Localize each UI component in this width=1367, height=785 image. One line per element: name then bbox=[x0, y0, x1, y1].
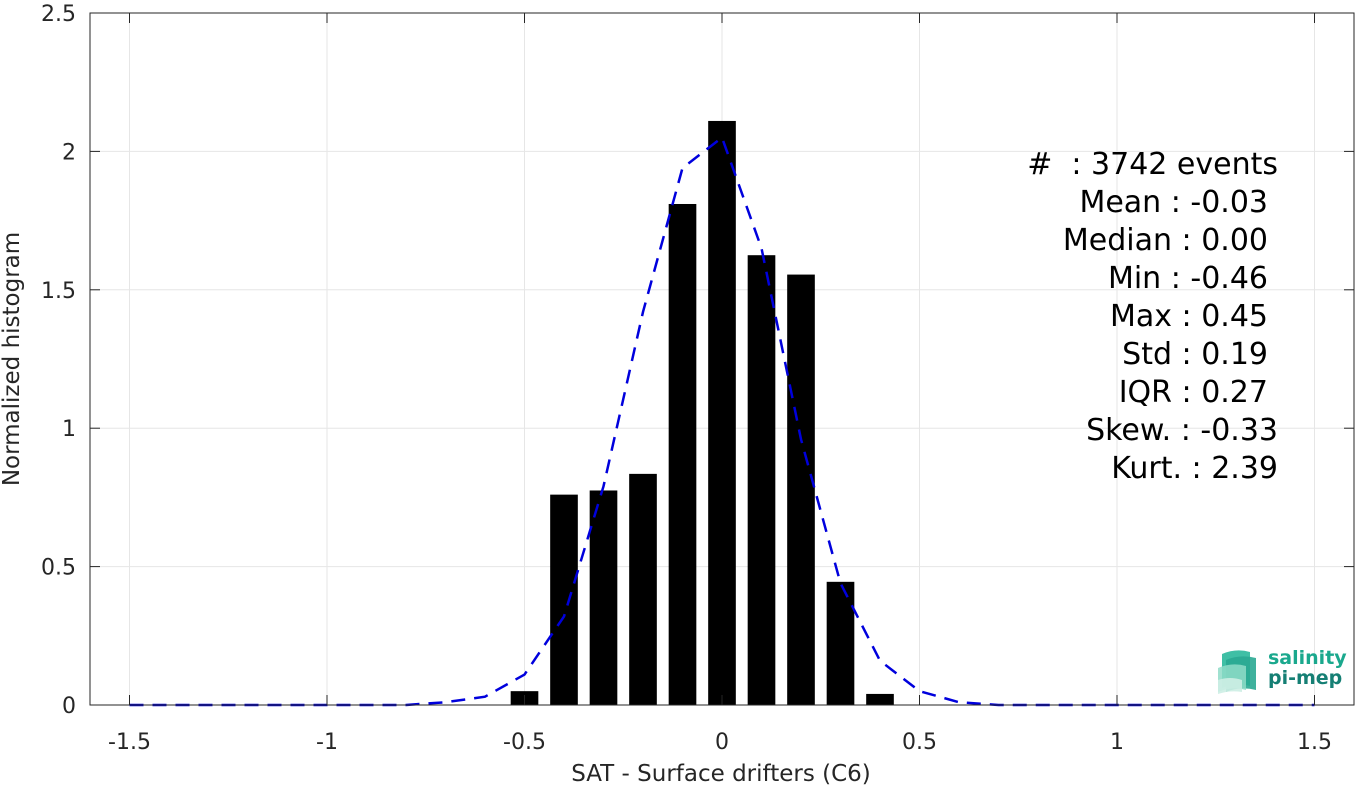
y-tick-label: 0 bbox=[62, 694, 76, 719]
stat-min: Min : -0.46 bbox=[1107, 261, 1268, 296]
histogram-bar bbox=[866, 693, 894, 705]
x-tick-label: 1 bbox=[1110, 730, 1124, 755]
histogram-bar bbox=[747, 255, 776, 705]
x-tick-label: -1.5 bbox=[108, 730, 151, 755]
y-tick-label: 0.5 bbox=[41, 556, 76, 581]
y-tick-label: 1 bbox=[62, 417, 76, 442]
histogram-bar bbox=[629, 473, 657, 705]
stat-kurt: Kurt. : 2.39 bbox=[1111, 451, 1278, 486]
y-tick-label: 1.5 bbox=[41, 279, 76, 304]
histogram-bar bbox=[787, 274, 815, 705]
x-tick-label: -0.5 bbox=[503, 730, 546, 755]
x-axis-label: SAT - Surface drifters (C6) bbox=[571, 761, 871, 785]
histogram-bar bbox=[826, 581, 855, 705]
x-tick-label: -1 bbox=[316, 730, 338, 755]
statistics-box: # : 3742 events Mean : -0.03 Median : 0.… bbox=[960, 146, 1280, 488]
stat-median: Median : 0.00 bbox=[1062, 223, 1268, 258]
logo-text-pi-mep: pi-mep bbox=[1268, 667, 1343, 689]
stat-skew: Skew. : -0.33 bbox=[1086, 413, 1278, 448]
axis-ticks: -1.5 -1 -0.5 0 0.5 1 1.5 0 0.5 1 1.5 2 2.5 bbox=[41, 2, 1354, 755]
y-tick-label: 2.5 bbox=[41, 2, 76, 27]
histogram-bar bbox=[589, 490, 618, 705]
y-tick-label: 2 bbox=[62, 140, 76, 165]
salinity-pi-mep-logo: salinity pi-mep bbox=[1216, 646, 1347, 696]
salinity-wave-logo-icon bbox=[1218, 650, 1256, 694]
stat-mean: Mean : -0.03 bbox=[1079, 185, 1268, 220]
histogram-bars bbox=[510, 120, 894, 705]
histogram-bar bbox=[708, 120, 736, 705]
x-tick-label: 0.5 bbox=[902, 730, 937, 755]
y-axis-label: Normalized histogram bbox=[0, 232, 25, 486]
stat-events: # : 3742 events bbox=[1027, 147, 1278, 182]
x-tick-label: 0 bbox=[715, 730, 729, 755]
stat-iqr: IQR : 0.27 bbox=[1118, 375, 1268, 410]
logo-text-salinity: salinity bbox=[1268, 647, 1347, 669]
x-tick-label: 1.5 bbox=[1297, 730, 1332, 755]
stat-max: Max : 0.45 bbox=[1110, 299, 1268, 334]
histogram-bar bbox=[550, 494, 578, 705]
stat-std: Std : 0.19 bbox=[1122, 337, 1268, 372]
histogram-bar bbox=[668, 203, 697, 705]
